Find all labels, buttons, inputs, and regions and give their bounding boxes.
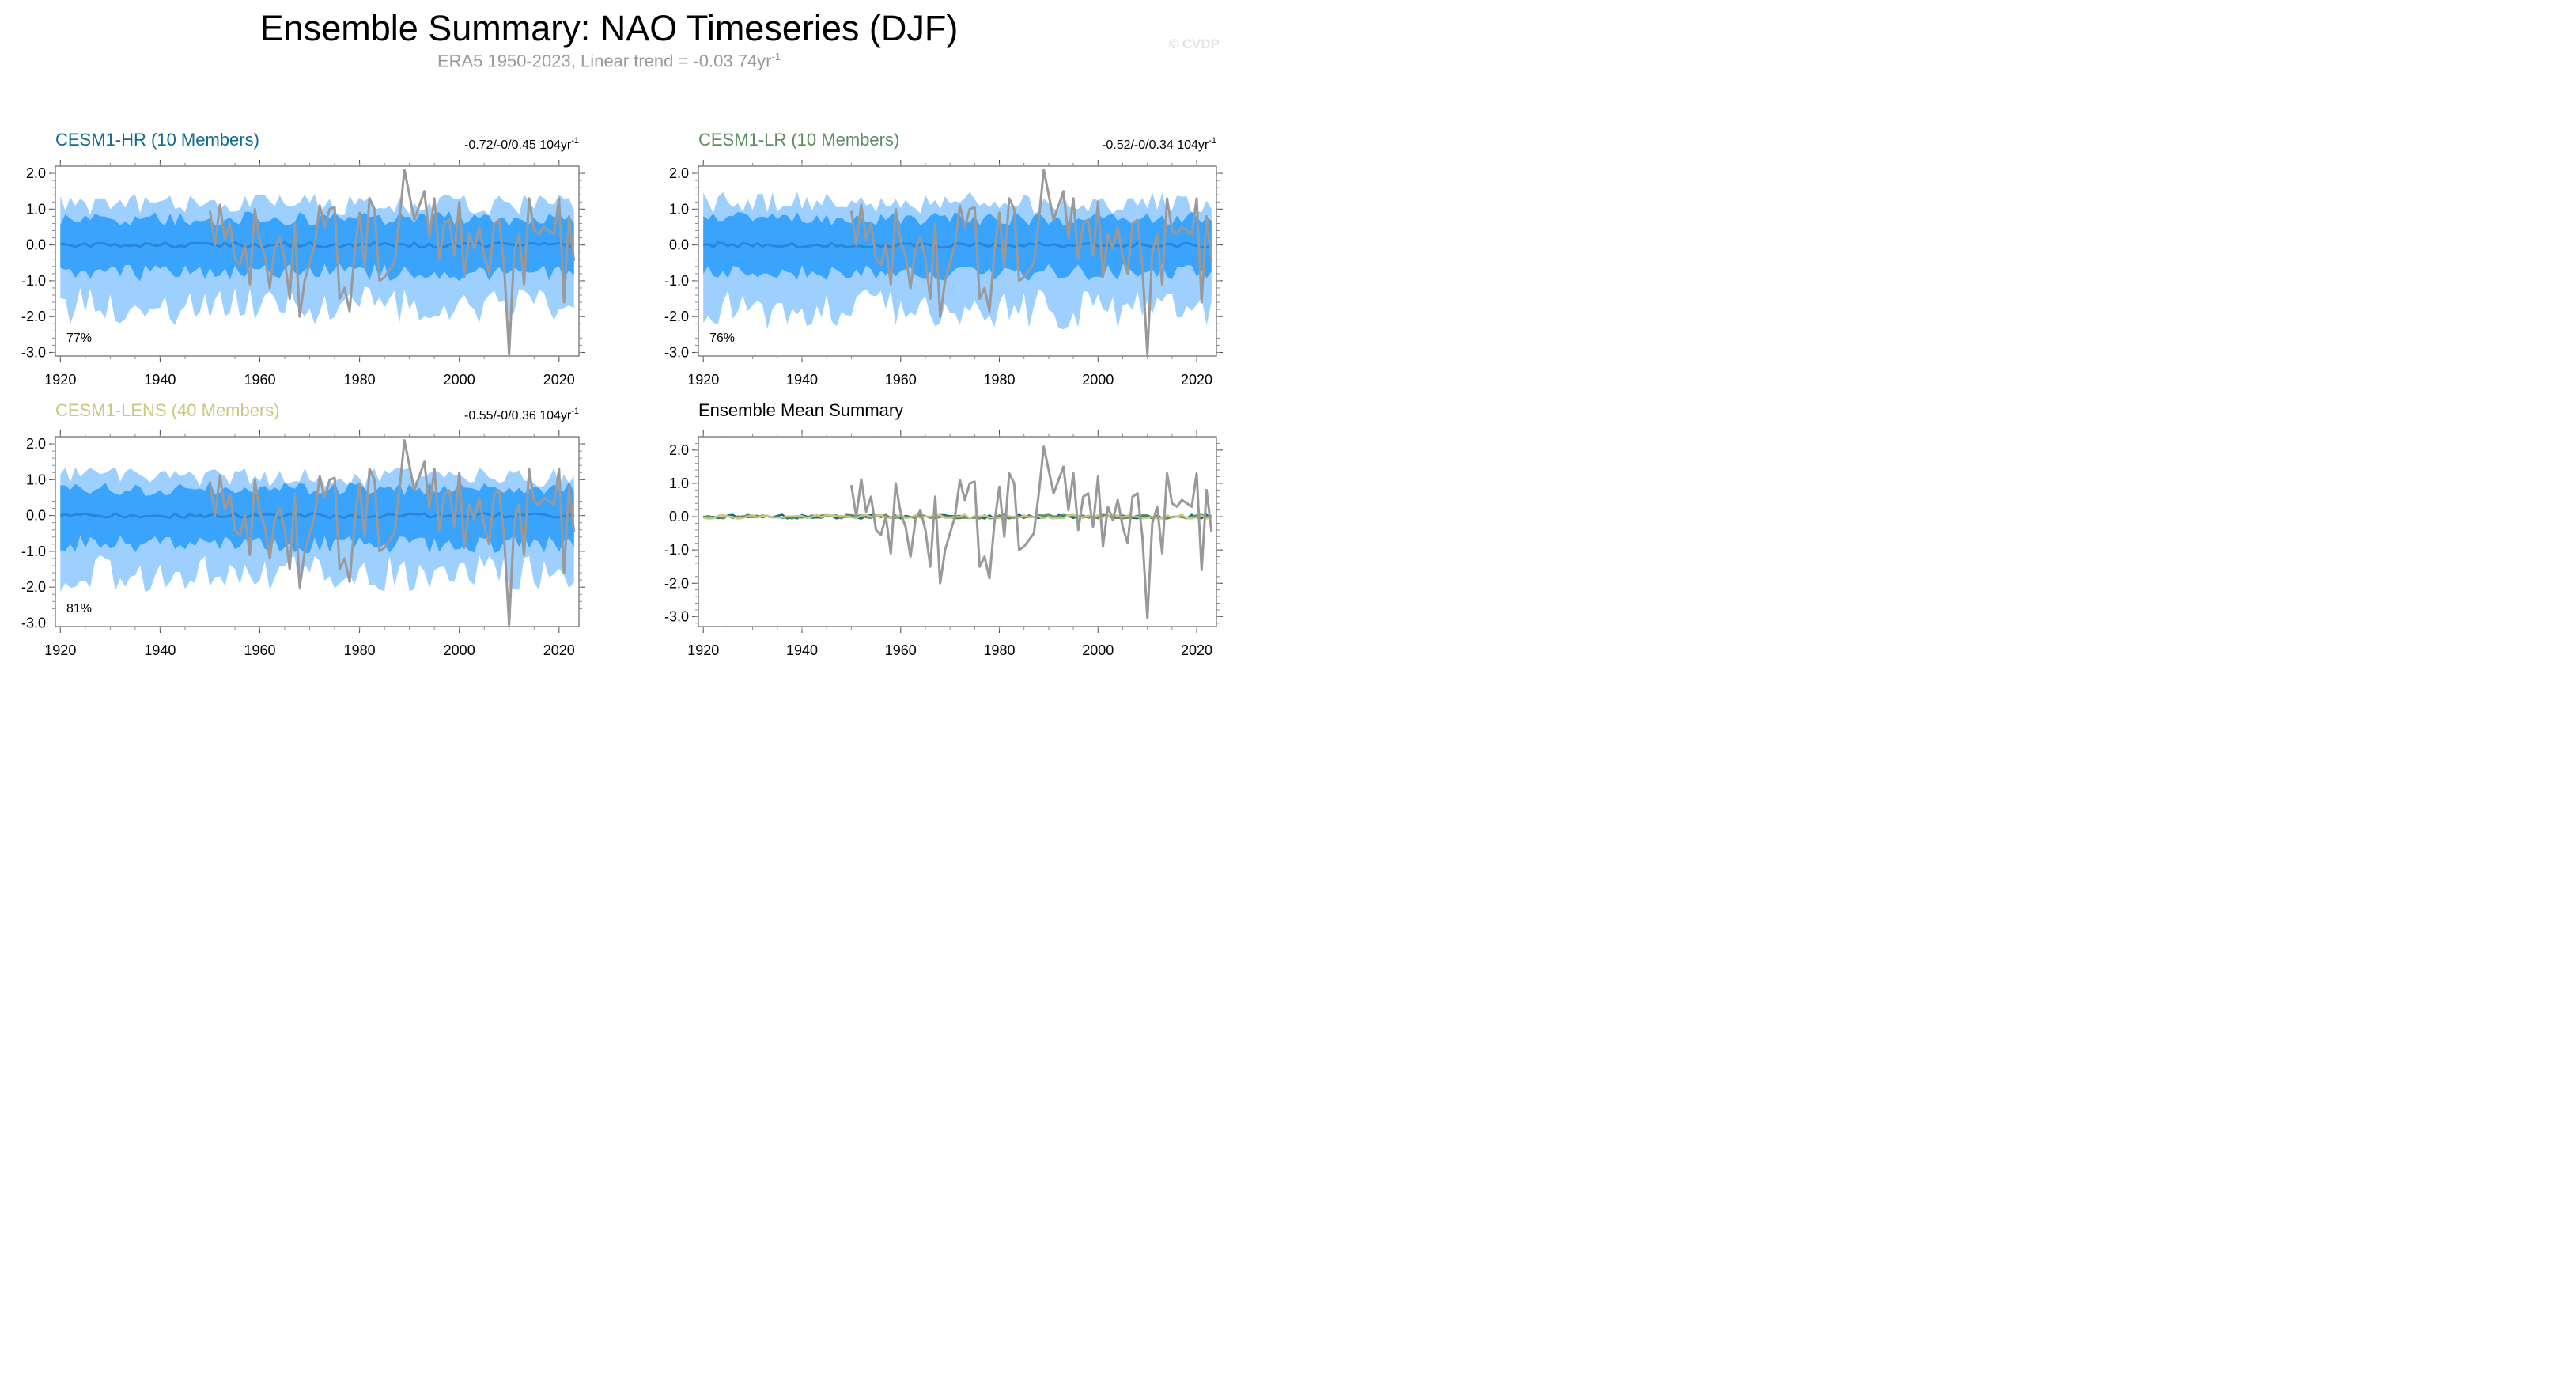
y-tick-label: -3.0	[664, 608, 689, 624]
x-tick-label: 1920	[44, 372, 76, 388]
x-tick-label: 1960	[244, 642, 275, 658]
chart-panel-1: CESM1-HR (10 Members) -0.72/-0/0.45 104yr…	[21, 130, 585, 388]
panel-title: Ensemble Mean Summary	[698, 400, 903, 420]
y-tick-label: -3.0	[21, 344, 46, 360]
x-tick-label: 1960	[885, 372, 917, 388]
x-tick-label: 1980	[984, 642, 1016, 658]
trend-label: -0.55/-0/0.36 104yr-1	[464, 407, 579, 422]
plot-frame	[55, 165, 580, 357]
x-tick-label: 1920	[687, 642, 719, 658]
chart-panel-3: CESM1-LENS (40 Members) -0.55/-0/0.36 104…	[21, 400, 585, 658]
page-title: Ensemble Summary: NAO Timeseries (DJF)	[259, 8, 959, 48]
x-tick-label: 1980	[344, 642, 376, 658]
panel-title: CESM1-HR (10 Members)	[55, 130, 259, 150]
plot-area	[703, 169, 1213, 356]
y-tick-label: 0.0	[669, 237, 689, 253]
trend-label: -0.72/-0/0.45 104yr-1	[464, 136, 579, 152]
observations-line	[208, 439, 576, 627]
y-tick-label: -3.0	[21, 615, 46, 631]
series-line-cesm1-lens	[702, 513, 1212, 520]
y-tick-label: 1.0	[669, 201, 689, 217]
y-tick-label: -1.0	[21, 273, 46, 289]
y-tick-label: -3.0	[664, 344, 689, 360]
y-tick-label: -1.0	[21, 544, 46, 559]
percent-label: 76%	[709, 331, 735, 345]
y-tick-label: -2.0	[664, 575, 689, 591]
plot-frame	[55, 436, 580, 627]
y-tick-label: 2.0	[26, 436, 46, 452]
x-tick-label: 1920	[44, 642, 76, 658]
y-tick-label: 1.0	[26, 201, 46, 217]
y-tick-label: 0.0	[669, 509, 689, 525]
observations-line	[849, 445, 1213, 619]
chart-panels: CESM1-HR (10 Members) -0.72/-0/0.45 104yr…	[21, 130, 1223, 658]
y-tick-label: 2.0	[669, 165, 689, 181]
x-tick-label: 1960	[885, 642, 917, 658]
ensemble-mean-line	[703, 241, 1212, 249]
inner-spread-band	[60, 480, 574, 554]
x-tick-label: 2000	[444, 642, 475, 658]
percent-label: 81%	[66, 602, 92, 616]
y-tick-label: -1.0	[664, 542, 689, 558]
y-tick-label: -2.0	[664, 309, 689, 324]
trend-value: -0.72/-0/0.45 104yr	[464, 138, 572, 152]
x-tick-label: 1940	[144, 372, 176, 388]
x-tick-label: 1980	[344, 372, 376, 388]
observations-line	[849, 169, 1213, 356]
trend-value: -0.52/-0/0.34 104yr	[1102, 138, 1209, 152]
y-tick-label: 2.0	[26, 165, 46, 181]
panel-title: CESM1-LR (10 Members)	[698, 130, 899, 150]
panel-title: CESM1-LENS (40 Members)	[55, 400, 280, 420]
x-tick-label: 2020	[543, 372, 575, 388]
plot-frame	[698, 165, 1217, 357]
subtitle-text: ERA5 1950-2023, Linear trend = -0.03 74y…	[437, 51, 772, 71]
series-line-cesm1-lr	[702, 513, 1212, 520]
plot-area	[59, 439, 576, 627]
cvdp-watermark: © CVDP	[1168, 36, 1220, 51]
trend-superscript: -1	[1209, 136, 1216, 146]
chart-panel-2: CESM1-LR (10 Members) -0.52/-0/0.34 104yr…	[664, 130, 1223, 388]
plot-frame	[698, 436, 1217, 627]
x-tick-label: 1980	[984, 372, 1016, 388]
x-tick-label: 1960	[244, 372, 275, 388]
y-tick-label: -2.0	[21, 579, 46, 595]
y-tick-label: 0.0	[26, 508, 46, 524]
y-tick-label: 1.0	[669, 475, 689, 491]
x-tick-label: 2000	[1082, 372, 1114, 388]
trend-superscript: -1	[571, 136, 579, 146]
percent-label: 77%	[66, 331, 92, 345]
inner-spread-band	[703, 211, 1212, 281]
subtitle-superscript: -1	[771, 51, 781, 63]
chart-panel-4: Ensemble Mean Summary 2.0 1.0 0.0 -1.0 -2.0 -3…	[664, 400, 1223, 658]
trend-superscript: -1	[571, 407, 579, 416]
page-subtitle: ERA5 1950-2023, Linear trend = -0.03 74y…	[0, 51, 1218, 71]
x-tick-label: 2000	[444, 372, 475, 388]
y-tick-label: 1.0	[26, 472, 46, 487]
x-tick-label: 2020	[543, 642, 575, 658]
y-tick-label: 0.0	[26, 237, 46, 253]
x-tick-label: 1940	[144, 642, 176, 658]
x-tick-label: 2020	[1181, 372, 1212, 388]
ensemble-mean-line	[60, 241, 575, 249]
x-tick-label: 2020	[1181, 642, 1212, 658]
y-tick-label: -1.0	[664, 273, 689, 289]
trend-label: -0.52/-0/0.34 104yr-1	[1102, 136, 1216, 152]
x-tick-label: 1940	[786, 642, 818, 658]
trend-value: -0.55/-0/0.36 104yr	[464, 409, 572, 422]
x-tick-label: 2000	[1082, 642, 1114, 658]
x-tick-label: 1940	[786, 372, 818, 388]
ensemble-mean-line	[59, 511, 575, 520]
plot-area	[702, 445, 1213, 619]
y-tick-label: -2.0	[21, 309, 46, 324]
x-tick-label: 1920	[687, 372, 719, 388]
y-tick-label: 2.0	[669, 442, 689, 458]
observations-line	[208, 169, 576, 356]
plot-area	[60, 169, 576, 356]
